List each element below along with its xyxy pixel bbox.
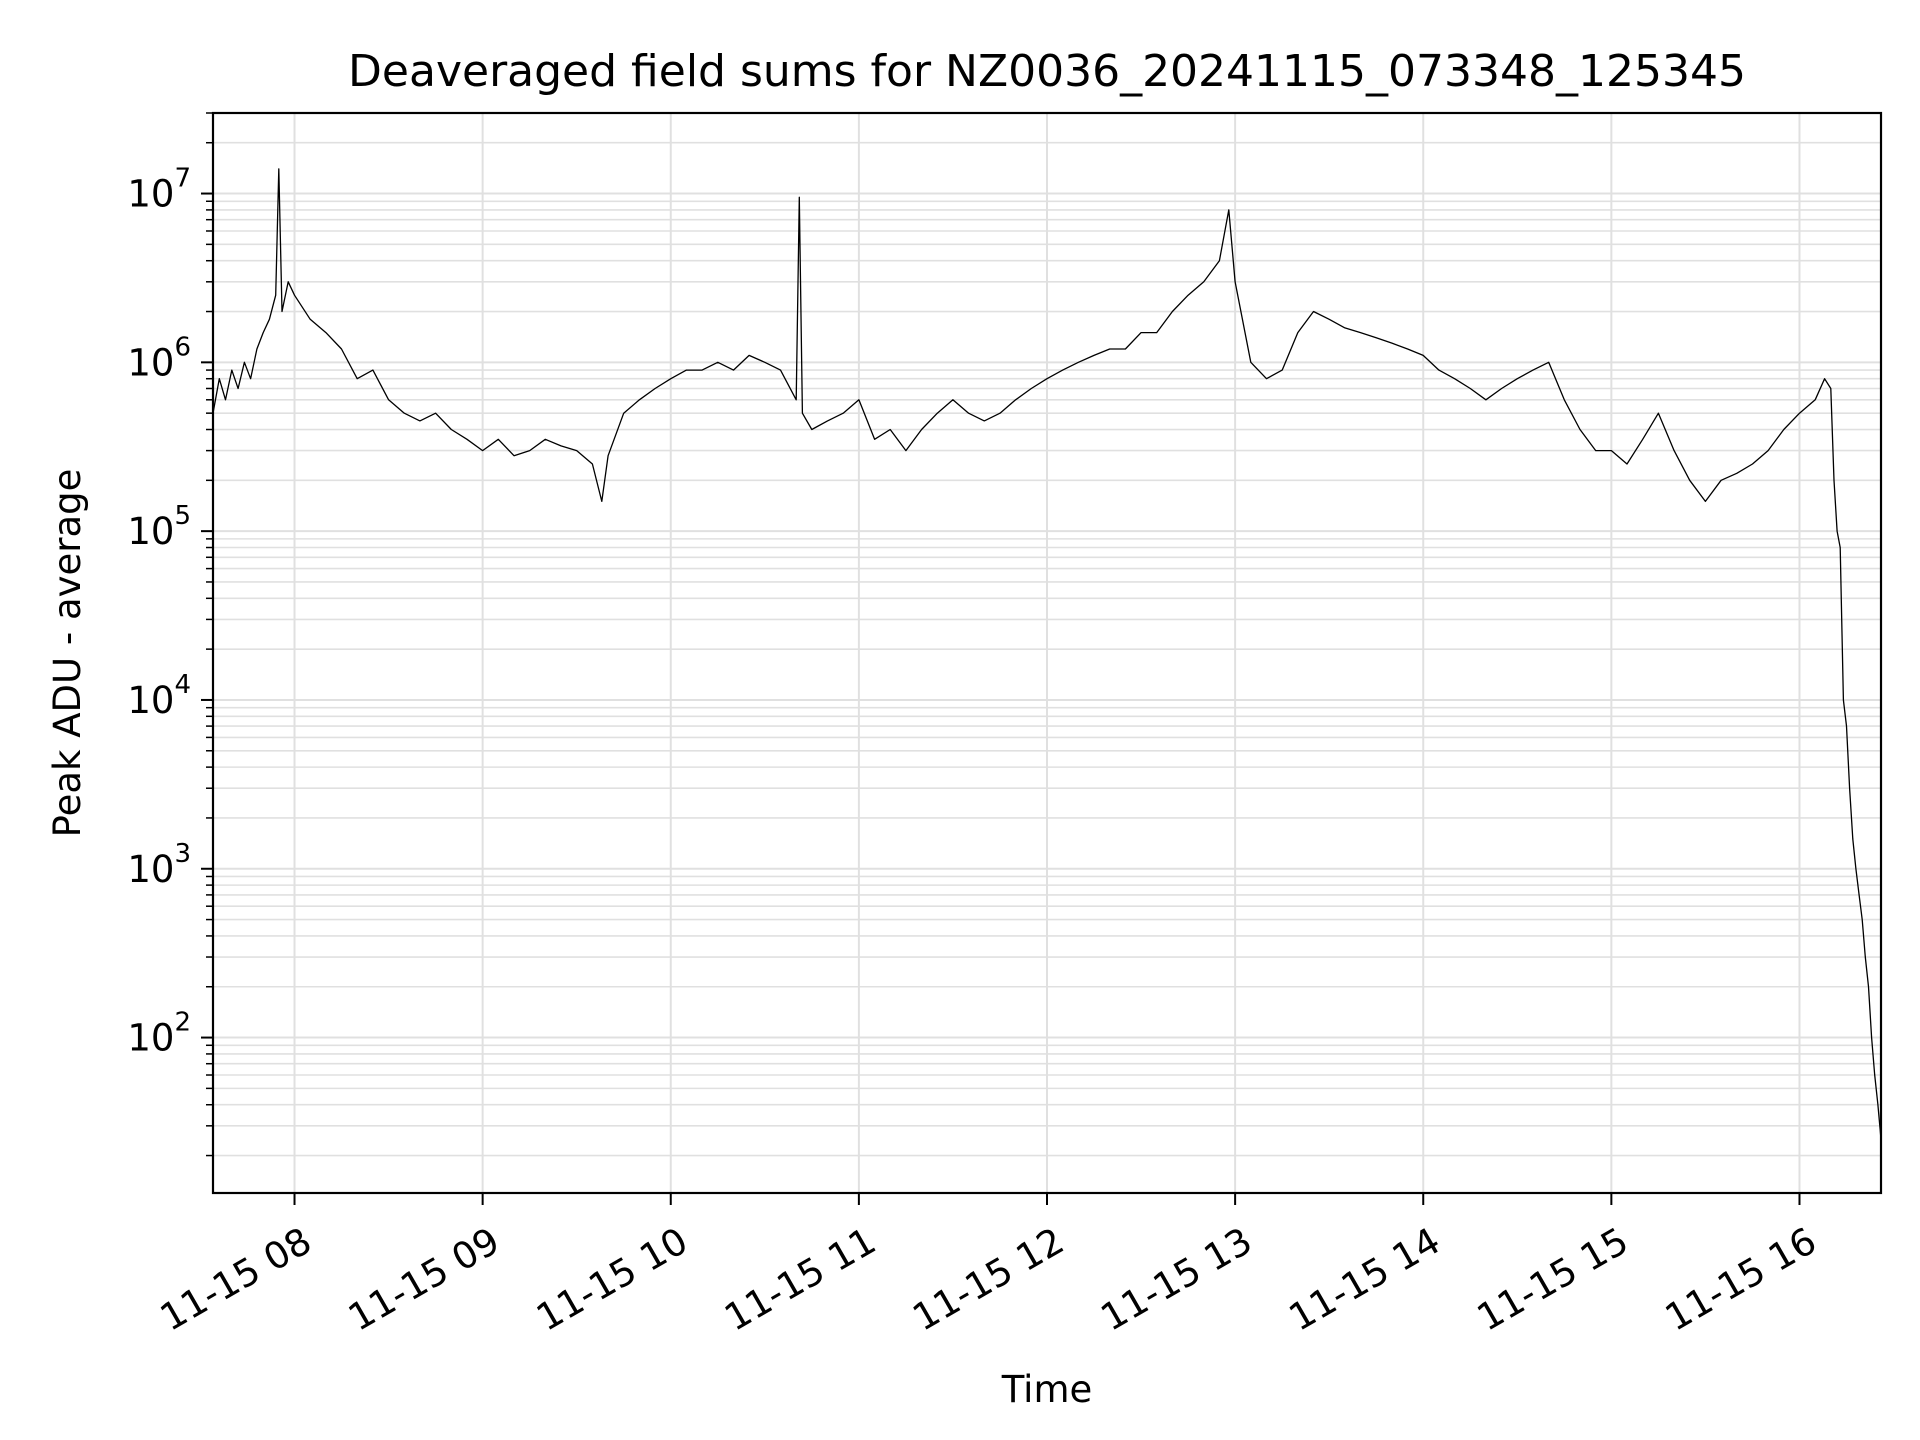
y-tick-label: 103: [127, 839, 191, 891]
minor-ticks: [206, 112, 213, 1157]
series-line: [212, 168, 1882, 1140]
y-tick-label: 107: [127, 164, 191, 216]
y-axis: 102 103 104 105 106 107: [127, 164, 213, 1060]
x-axis-label: Time: [1001, 1368, 1093, 1411]
chart-title: Deaveraged field sums for NZ0036_2024111…: [348, 46, 1746, 97]
grid: [213, 112, 1881, 1193]
y-tick-label: 104: [127, 670, 191, 722]
y-tick-label: 102: [127, 1008, 191, 1060]
y-axis-label: Peak ADU - average: [46, 469, 89, 838]
y-tick-label: 105: [127, 501, 191, 553]
y-tick-label: 106: [127, 332, 191, 384]
